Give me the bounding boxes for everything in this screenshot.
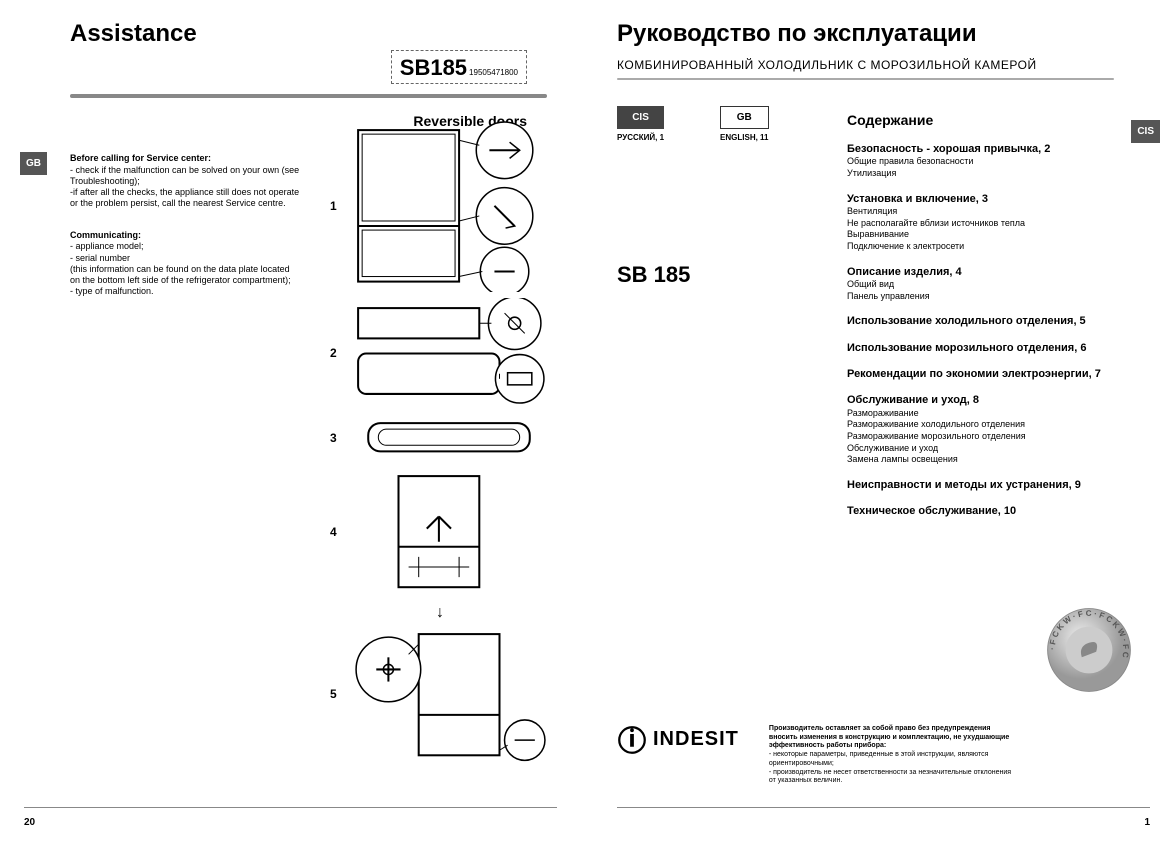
disclaimer-body: - некоторые параметры, приведенные в это… [769,751,1011,784]
disclaimer-bold: Производитель оставляет за собой право б… [769,725,1009,750]
step-number: 1 [330,199,348,213]
toc-section: Использование морозильного отделения, 6 [847,341,1114,355]
toc-section: Описание изделия, 4Общий видПанель управ… [847,265,1114,303]
diagram-step-4: 4 [330,466,550,597]
brand-row: INDESIT Производитель оставляет за собой… [617,725,1144,786]
right-columns: CIS РУССКИЙ, 1 GB ENGLISH, 11 SB 185 Сод… [617,92,1114,531]
step-number: 3 [330,431,348,445]
toc-section: Использование холодильного отделения, 5 [847,314,1114,328]
diagram-icon [348,120,550,292]
right-left-column: CIS РУССКИЙ, 1 GB ENGLISH, 11 SB 185 [617,92,847,531]
serial-number: 19505471800 [469,68,518,77]
model-code: SB185 [400,55,467,81]
lang-gb-block: GB ENGLISH, 11 [720,106,768,142]
lang-tab-cis-right: CIS [1131,120,1160,143]
toc-section: Техническое обслуживание, 10 [847,504,1114,518]
model-box: SB185 19505471800 [391,50,527,84]
toc-subitem: Общий вид [847,279,1114,291]
indesit-logo-icon [617,725,647,755]
toc-title: Использование холодильного отделения, 5 [847,314,1114,328]
language-boxes: CIS РУССКИЙ, 1 GB ENGLISH, 11 [617,106,847,142]
step-number: 2 [330,346,348,360]
toc-subitem: Размораживание холодильного отделения [847,419,1114,431]
before-heading: Before calling for Service center: [70,153,300,165]
down-arrow-icon: ↓ [330,604,550,622]
diagram-icon [348,298,550,409]
page-number-left: 20 [24,817,35,828]
toc-subitem: Вентиляция [847,206,1114,218]
toc-title: Техническое обслуживание, 10 [847,504,1114,518]
toc-subitem: Утилизация [847,168,1114,180]
toc-list: Безопасность - хорошая привычка, 2Общие … [847,142,1114,519]
before-calling-block: Before calling for Service center: - che… [70,153,300,210]
page-number-right: 1 [1144,817,1150,828]
cfc-free-badge: · F C K W · F C · F C K W · F C [1044,605,1134,700]
toc-section: Неисправности и методы их устранения, 9 [847,478,1114,492]
lang-label-cis: РУССКИЙ, 1 [617,133,664,142]
toc-title: Неисправности и методы их устранения, 9 [847,478,1114,492]
diagram-step-3: 3 [330,415,550,460]
toc-title: Безопасность - хорошая привычка, 2 [847,142,1114,156]
toc-subitem: Обслуживание и уход [847,443,1114,455]
horizontal-rule [617,78,1114,80]
lang-box-cis: CIS [617,106,664,129]
communicating-body: - appliance model; - serial number (this… [70,241,300,297]
diagram-step-1: 1 [330,120,550,292]
diagram-icon [348,466,550,597]
bottom-rule [617,807,1150,808]
brand-logo: INDESIT [617,725,739,755]
toc-title: Описание изделия, 4 [847,265,1114,279]
diagram-step-5: 5 [330,624,550,765]
step-number: 4 [330,525,348,539]
brand-name: INDESIT [653,728,739,751]
toc-section: Обслуживание и уход, 8РазмораживаниеРазм… [847,393,1114,466]
toc-subitem: Размораживание [847,408,1114,420]
toc-subitem: Не располагайте вблизи источников тепла [847,218,1114,230]
toc-section: Безопасность - хорошая привычка, 2Общие … [847,142,1114,180]
toc-subitem: Панель управления [847,291,1114,303]
diagram-icon [348,415,550,460]
assistance-title: Assistance [70,20,547,48]
manual-subtitle: КОМБИНИРОВАННЫЙ ХОЛОДИЛЬНИК С МОРОЗИЛЬНО… [617,58,1114,72]
toc-column: Содержание Безопасность - хорошая привыч… [847,92,1114,531]
left-page: GB Assistance SB185 19505471800 Reversib… [0,0,587,842]
right-page: CIS Руководство по эксплуатации КОМБИНИР… [587,0,1174,842]
toc-subitem: Подключение к электросети [847,241,1114,253]
disclaimer-block: Производитель оставляет за собой право б… [769,725,1019,786]
toc-subitem: Общие правила безопасности [847,156,1114,168]
toc-title: Обслуживание и уход, 8 [847,393,1114,407]
page-spread: GB Assistance SB185 19505471800 Reversib… [0,0,1174,842]
before-body: - check if the malfunction can be solved… [70,165,300,210]
reversible-doors-diagram: 1 [330,120,550,771]
lang-label-gb: ENGLISH, 11 [720,133,768,142]
step-number: 5 [330,687,348,701]
communicating-block: Communicating: - appliance model; - seri… [70,230,300,298]
toc-title: Рекомендации по экономии электроэнергии,… [847,367,1114,381]
horizontal-rule [70,94,547,98]
lang-cis-block: CIS РУССКИЙ, 1 [617,106,664,142]
toc-subitem: Выравнивание [847,229,1114,241]
model-name: SB 185 [617,262,847,288]
manual-title: Руководство по эксплуатации [617,20,1114,48]
lang-box-gb: GB [720,106,768,129]
bottom-rule [24,807,557,808]
toc-title: Установка и включение, 3 [847,192,1114,206]
toc-subitem: Размораживание морозильного отделения [847,431,1114,443]
diagram-step-2: 2 [330,298,550,409]
lang-tab-gb-left: GB [20,152,47,175]
toc-section: Рекомендации по экономии электроэнергии,… [847,367,1114,381]
toc-heading: Содержание [847,112,1114,128]
toc-title: Использование морозильного отделения, 6 [847,341,1114,355]
communicating-heading: Communicating: [70,230,300,242]
toc-subitem: Замена лампы освещения [847,454,1114,466]
toc-section: Установка и включение, 3ВентиляцияНе рас… [847,192,1114,253]
diagram-icon [348,624,550,765]
